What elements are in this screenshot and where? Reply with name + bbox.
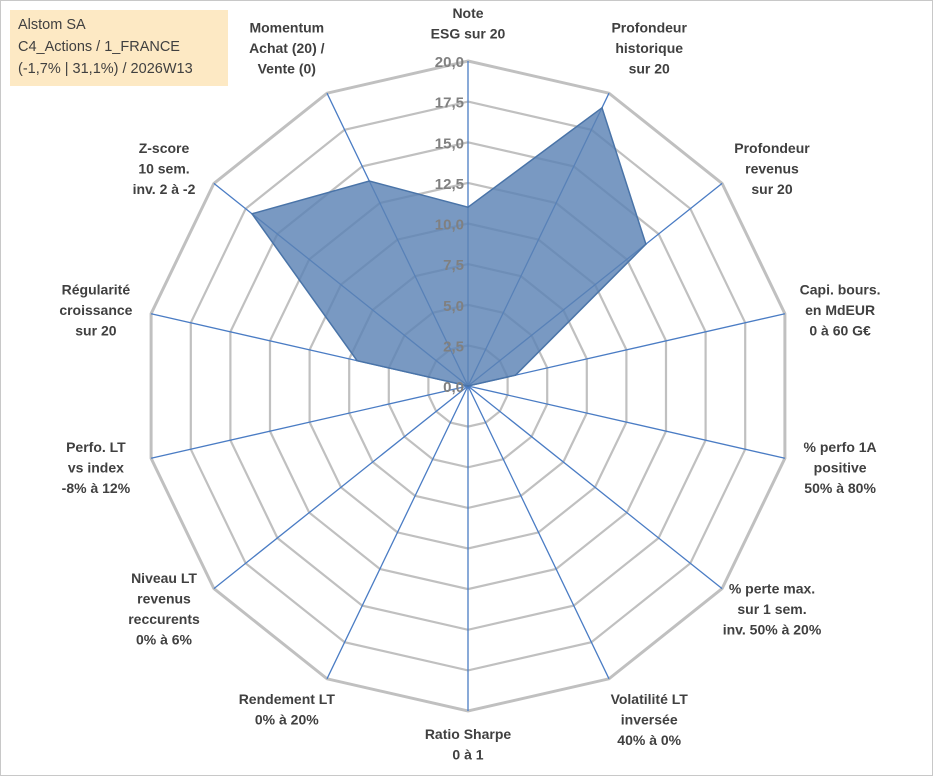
data-point-10 xyxy=(467,385,469,387)
stock-category: C4_Actions / 1_FRANCE xyxy=(18,39,180,55)
axis-label-12-line-2: inv. 2 à -2 xyxy=(133,181,196,197)
spoke-9 xyxy=(213,385,469,590)
axis-label-10: Perfo. LT vs index -8% à 12% xyxy=(62,439,131,496)
axis-label-0: Note ESG sur 20 xyxy=(431,5,506,42)
axis-label-9-line-3: 0% à 6% xyxy=(136,632,193,648)
spoke-5 xyxy=(467,385,723,590)
axis-label-2-line-0: Profondeur xyxy=(734,140,810,156)
axis-label-13-line-0: Momentum xyxy=(249,20,324,36)
axis-label-6-line-2: 40% à 0% xyxy=(617,732,681,748)
axis-label-1-line-2: sur 20 xyxy=(629,61,670,77)
axis-label-7: Ratio Sharpe 0 à 1 xyxy=(425,726,512,763)
axis-label-3-line-1: en MdEUR xyxy=(805,302,875,318)
axis-label-3-line-2: 0 à 60 G€ xyxy=(809,323,871,339)
axis-label-2-line-2: sur 20 xyxy=(751,181,792,197)
axis-label-9-line-2: reccurents xyxy=(128,611,200,627)
axis-label-11-line-2: sur 20 xyxy=(75,323,116,339)
axis-label-2-line-1: revenus xyxy=(745,161,799,177)
axis-label-8: Rendement LT 0% à 20% xyxy=(239,691,336,728)
axis-label-6: Volatilité LT inversée 40% à 0% xyxy=(611,691,689,748)
data-point-0 xyxy=(467,206,469,208)
axis-label-layer: Note ESG sur 20 Profondeur historique sur 20… xyxy=(59,5,880,763)
axis-label-8-line-1: 0% à 20% xyxy=(255,712,319,728)
data-point-2 xyxy=(645,243,647,245)
axis-label-1-line-1: historique xyxy=(615,40,683,56)
spoke-8 xyxy=(326,385,469,680)
axis-label-9-line-1: revenus xyxy=(137,591,191,607)
tick-label-4: 10,0 xyxy=(435,217,464,234)
axis-label-7-line-1: 0 à 1 xyxy=(452,747,483,763)
axis-label-1-line-0: Profondeur xyxy=(611,20,687,36)
spoke-6 xyxy=(467,385,610,680)
axis-label-9: Niveau LT revenus reccurents 0% à 6% xyxy=(128,570,200,648)
axis-label-4-line-1: positive xyxy=(814,459,867,475)
data-point-12 xyxy=(251,213,253,215)
axis-label-12: Z-score 10 sem. inv. 2 à -2 xyxy=(133,140,196,197)
data-point-1 xyxy=(601,107,603,109)
axis-label-3: Capi. bours. en MdEUR 0 à 60 G€ xyxy=(800,282,881,339)
axis-label-6-line-1: inversée xyxy=(621,712,678,728)
axis-label-2: Profondeur revenus sur 20 xyxy=(734,140,810,197)
axis-label-11: Régularité croissance sur 20 xyxy=(59,282,132,339)
spoke-10 xyxy=(150,385,469,459)
axis-label-11-line-1: croissance xyxy=(59,302,132,318)
tick-label-8: 20,0 xyxy=(435,54,464,71)
axis-label-5-line-0: % perte max. xyxy=(729,580,815,596)
axis-label-13: Momentum Achat (20) / Vente (0) xyxy=(249,20,325,77)
axis-label-5-line-1: sur 1 sem. xyxy=(737,601,806,617)
axis-label-12-line-0: Z-score xyxy=(139,140,190,156)
tick-label-3: 7,5 xyxy=(443,257,464,274)
data-point-13 xyxy=(368,180,371,182)
axis-label-5: % perte max. sur 1 sem. inv. 50% à 20% xyxy=(723,580,822,637)
axis-label-6-line-0: Volatilité LT xyxy=(611,691,689,707)
axis-label-13-line-1: Achat (20) / xyxy=(249,40,325,56)
tick-label-2: 5,0 xyxy=(443,298,464,315)
axis-label-9-line-0: Niveau LT xyxy=(131,570,197,586)
axis-label-12-line-1: 10 sem. xyxy=(138,161,189,177)
stock-stats: (-1,7% | 31,1%) / 2026W13 xyxy=(18,61,193,77)
axis-label-11-line-0: Régularité xyxy=(62,282,131,298)
series-layer xyxy=(250,106,647,387)
tick-label-6: 15,0 xyxy=(435,135,464,152)
axis-label-5-line-2: inv. 50% à 20% xyxy=(723,621,822,637)
data-point-3 xyxy=(514,374,517,377)
data-point-11 xyxy=(356,359,358,362)
tick-label-1: 2,5 xyxy=(443,338,464,355)
tick-label-0: 0,0 xyxy=(443,379,464,396)
spoke-3 xyxy=(467,313,786,387)
axis-label-7-line-0: Ratio Sharpe xyxy=(425,726,512,742)
axis-label-8-line-0: Rendement LT xyxy=(239,691,336,707)
axis-label-1: Profondeur historique sur 20 xyxy=(611,20,687,77)
tick-label-5: 12,5 xyxy=(435,176,464,193)
axis-label-10-line-2: -8% à 12% xyxy=(62,480,131,496)
stock-name: Alstom SA xyxy=(18,17,86,33)
axis-label-10-line-1: vs index xyxy=(68,459,124,475)
axis-label-0-line-1: ESG sur 20 xyxy=(431,26,506,42)
axis-label-13-line-2: Vente (0) xyxy=(258,61,316,77)
axis-label-4: % perfo 1A positive 50% à 80% xyxy=(804,439,877,496)
axis-label-4-line-2: 50% à 80% xyxy=(804,480,876,496)
spoke-4 xyxy=(467,385,786,459)
tick-layer: 0,0 2,5 5,0 7,5 10,0 12,5 15,0 17,5 20,0 xyxy=(435,54,464,396)
axis-label-10-line-0: Perfo. LT xyxy=(66,439,126,455)
info-box: Alstom SA C4_Actions / 1_FRANCE (-1,7% |… xyxy=(10,10,228,86)
tick-label-7: 17,5 xyxy=(435,95,464,112)
axis-label-3-line-0: Capi. bours. xyxy=(800,282,881,298)
axis-label-4-line-0: % perfo 1A xyxy=(804,439,877,455)
axis-label-0-line-0: Note xyxy=(452,5,483,21)
